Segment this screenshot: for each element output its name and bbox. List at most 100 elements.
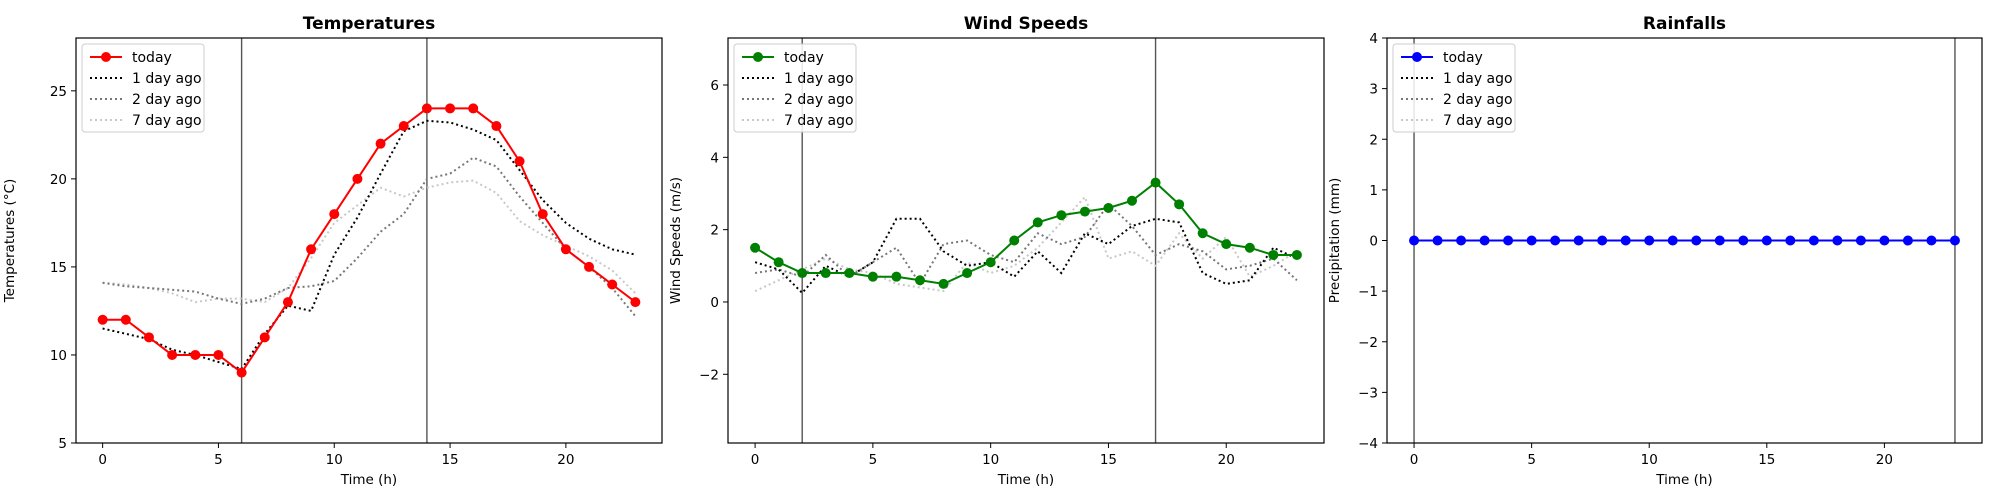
data-point	[1127, 195, 1138, 206]
data-point	[1832, 235, 1843, 246]
y-tick-label: 4	[1369, 31, 1378, 47]
data-point	[1879, 235, 1890, 246]
x-axis-label: Time (h)	[340, 472, 397, 488]
data-point	[1620, 235, 1631, 246]
data-point	[962, 268, 973, 279]
legend-label: 1 day ago	[1443, 71, 1513, 87]
x-tick-label: 20	[557, 452, 574, 468]
y-axis-label: Wind Speeds (m/s)	[668, 177, 684, 304]
plot-area	[750, 177, 1302, 295]
legend-label: 7 day ago	[1443, 113, 1513, 129]
data-point	[844, 268, 855, 279]
legend: today 1 day ago 2 day ago 7 day ago	[733, 43, 857, 133]
legend: today 1 day ago 2 day ago 7 day ago	[1392, 43, 1516, 133]
data-point	[914, 275, 925, 286]
series-line-1-day-ago	[102, 119, 636, 371]
axes-frame	[727, 37, 1325, 444]
data-point	[1926, 235, 1937, 246]
data-point	[1785, 235, 1796, 246]
data-point	[1009, 235, 1020, 246]
x-tick-label: 0	[1410, 452, 1419, 468]
data-point	[445, 103, 456, 114]
y-axis-label: Precipitation (mm)	[1327, 178, 1343, 304]
data-point	[398, 121, 409, 132]
data-point	[985, 257, 996, 268]
data-point	[468, 103, 479, 114]
legend-label: today	[132, 50, 172, 66]
series-line-2-day-ago	[102, 156, 637, 317]
legend-label: 1 day ago	[132, 71, 202, 87]
legend-label: 7 day ago	[132, 113, 202, 129]
y-tick-label: 20	[50, 172, 67, 188]
data-point	[167, 349, 178, 360]
y-tick-label: 3	[1369, 82, 1378, 98]
x-tick-label: 0	[98, 452, 107, 468]
legend-label: today	[784, 50, 824, 66]
data-point	[236, 367, 247, 378]
x-tick-label: 15	[1100, 452, 1117, 468]
legend-label: 7 day ago	[784, 113, 854, 129]
data-point	[375, 138, 386, 149]
y-tick-label: −2	[1358, 335, 1378, 351]
data-point	[120, 314, 131, 325]
chart-title: Wind Speeds	[964, 14, 1089, 34]
data-point	[1291, 249, 1302, 260]
plot-area	[97, 103, 641, 378]
data-point	[867, 271, 878, 282]
data-point	[190, 349, 201, 360]
data-point	[560, 244, 571, 255]
data-point	[1503, 235, 1514, 246]
y-tick-label: 4	[710, 150, 719, 166]
data-point	[607, 279, 618, 290]
x-tick-label: 15	[441, 452, 458, 468]
series-line-2-day-ago	[754, 202, 1298, 286]
x-tick-label: 20	[1876, 452, 1893, 468]
y-tick-label: 5	[58, 436, 67, 452]
legend: today 1 day ago 2 day ago 7 day ago	[81, 43, 205, 133]
x-axis-label: Time (h)	[1655, 472, 1712, 488]
legend-label: 2 day ago	[784, 92, 854, 108]
data-point	[282, 297, 293, 308]
data-point	[1526, 235, 1537, 246]
data-point	[1761, 235, 1772, 246]
y-tick-label: −4	[1358, 436, 1378, 452]
x-tick-label: 15	[1758, 452, 1775, 468]
plot-area	[1409, 235, 1960, 246]
x-tick-label: 10	[982, 452, 999, 468]
data-point	[306, 244, 317, 255]
data-point	[1032, 217, 1043, 228]
axes-frame	[1386, 37, 1983, 444]
series-line-7-day-ago	[102, 179, 637, 304]
data-point	[750, 242, 761, 253]
data-point	[1244, 242, 1255, 253]
legend-label: 2 day ago	[1443, 92, 1513, 108]
y-tick-label: 25	[50, 84, 67, 100]
data-point	[1902, 235, 1913, 246]
y-tick-label: −1	[1358, 284, 1378, 300]
legend-box	[1392, 43, 1516, 133]
data-point	[1714, 235, 1725, 246]
data-point	[1738, 235, 1749, 246]
y-tick-label: 10	[50, 348, 67, 364]
data-point	[1409, 235, 1420, 246]
data-point	[329, 209, 340, 220]
data-point	[773, 257, 784, 268]
y-tick-label: 0	[1369, 234, 1378, 250]
legend-label: 1 day ago	[784, 71, 854, 87]
data-point	[1573, 235, 1584, 246]
data-point	[1644, 235, 1655, 246]
y-tick-label: 1	[1369, 183, 1378, 199]
data-point	[259, 332, 270, 343]
data-point	[143, 332, 154, 343]
y-tick-label: 6	[710, 78, 719, 94]
data-point	[514, 156, 525, 167]
chart-title: Temperatures	[303, 14, 435, 34]
data-point	[1479, 235, 1490, 246]
legend-label: 2 day ago	[132, 92, 202, 108]
x-tick-label: 5	[869, 452, 878, 468]
series-line-7-day-ago	[754, 195, 1298, 293]
data-point	[1150, 177, 1161, 188]
data-point	[1550, 235, 1561, 246]
data-point	[1667, 235, 1678, 246]
